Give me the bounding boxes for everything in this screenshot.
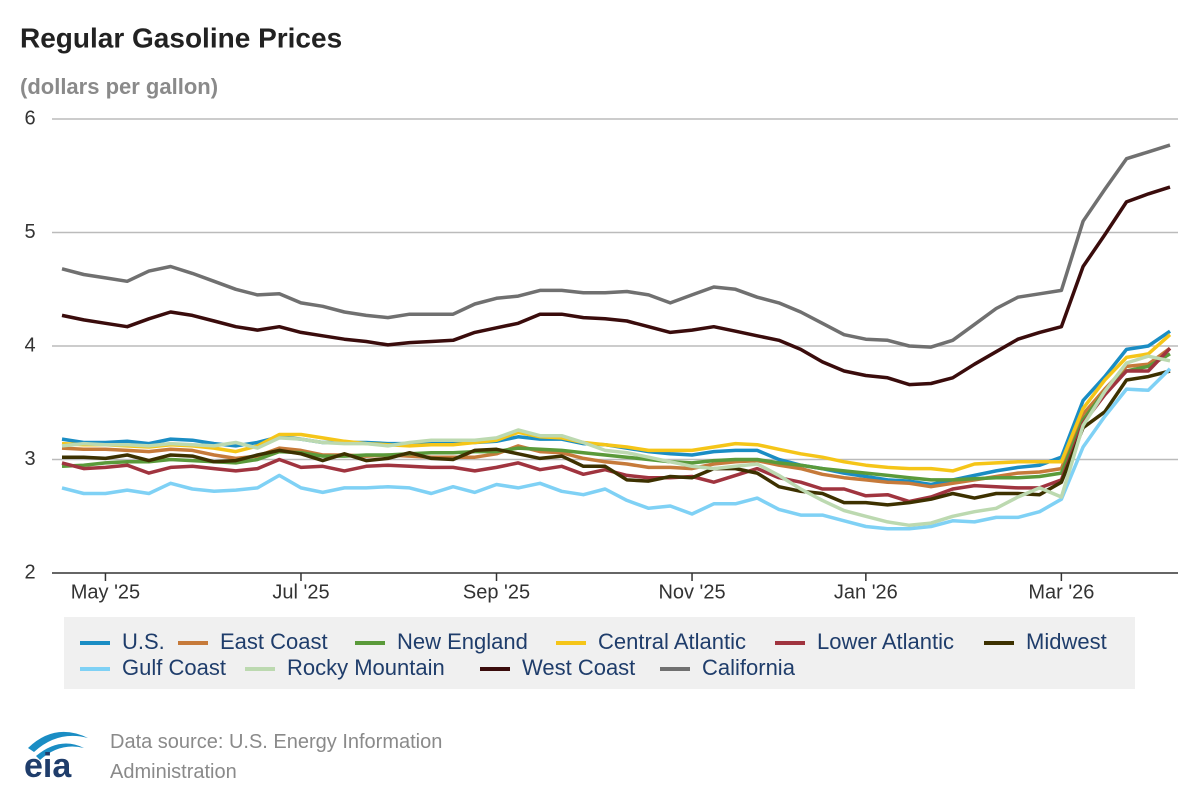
legend-label: California: [702, 655, 796, 680]
series-line: [61, 333, 1172, 473]
logo-text: eia: [24, 747, 72, 785]
y-tick-label: 5: [24, 221, 35, 243]
chart-subtitle: (dollars per gallon): [20, 74, 218, 99]
x-tick-label: Jan '26: [834, 581, 898, 603]
legend-box: [64, 617, 1135, 689]
chart-title: Regular Gasoline Prices: [20, 22, 342, 53]
x-tick-label: Mar '26: [1028, 581, 1094, 603]
x-tick-label: May '25: [71, 581, 140, 603]
source-note: Data source: U.S. Energy Information Adm…: [110, 731, 443, 783]
y-tick-label: 2: [24, 561, 35, 583]
legend-label: Midwest: [1026, 629, 1107, 654]
legend-label: Rocky Mountain: [287, 655, 445, 680]
y-tick-label: 3: [24, 448, 35, 470]
y-tick-label: 4: [24, 334, 35, 356]
logo-swoosh: [36, 743, 84, 760]
logo-swoosh: [28, 731, 88, 752]
legend-label: West Coast: [522, 655, 635, 680]
legend-label: New England: [397, 629, 528, 654]
series-line: [61, 352, 1171, 482]
series-line: [61, 354, 1171, 528]
legend-label: Gulf Coast: [122, 655, 226, 680]
legend-label: Central Atlantic: [598, 629, 746, 654]
legend-label: East Coast: [220, 629, 328, 654]
series-line: [61, 367, 1172, 531]
series-line: [61, 143, 1171, 349]
y-tick-label: 6: [24, 107, 35, 129]
series-line: [62, 369, 1171, 507]
legend-label: Lower Atlantic: [817, 629, 954, 654]
series-line: [61, 346, 1172, 489]
x-tick-label: Jul '25: [272, 581, 329, 603]
legend-label: U.S.: [122, 629, 165, 654]
series-line: [61, 185, 1171, 387]
x-tick-label: Sep '25: [463, 581, 530, 603]
x-tick-label: Nov '25: [658, 581, 725, 603]
